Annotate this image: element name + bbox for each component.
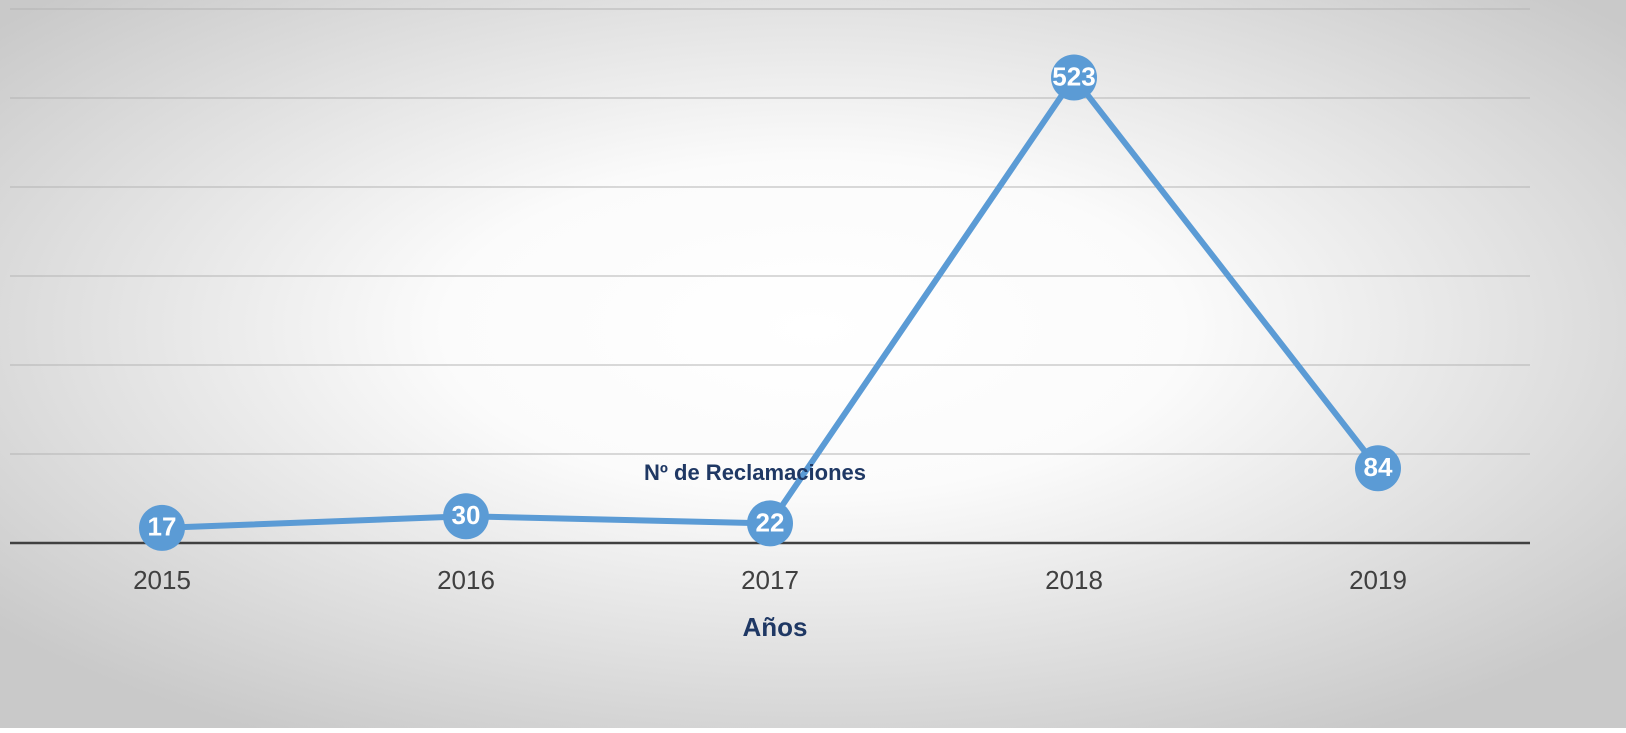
series-name: Nº de Reclamaciones (644, 460, 866, 485)
x-tick-label: 2018 (1045, 565, 1103, 595)
data-point (1051, 54, 1097, 101)
x-tick-label: 2017 (741, 565, 799, 595)
data-point (1355, 445, 1401, 492)
data-label: 523 (1052, 61, 1095, 91)
data-label: 17 (148, 512, 177, 542)
data-label: 84 (1364, 452, 1393, 482)
data-label: 22 (756, 507, 785, 537)
x-tick-label: 2015 (133, 565, 191, 595)
data-label: 30 (452, 500, 481, 530)
data-point (747, 500, 793, 547)
x-axis-title: Años (743, 612, 808, 642)
x-tick-label: 2019 (1349, 565, 1407, 595)
data-point (139, 504, 185, 551)
data-point (443, 493, 489, 540)
x-tick-label: 2016 (437, 565, 495, 595)
